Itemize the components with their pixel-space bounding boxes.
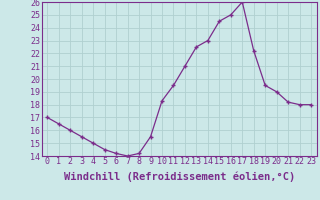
X-axis label: Windchill (Refroidissement éolien,°C): Windchill (Refroidissement éolien,°C) bbox=[64, 172, 295, 182]
